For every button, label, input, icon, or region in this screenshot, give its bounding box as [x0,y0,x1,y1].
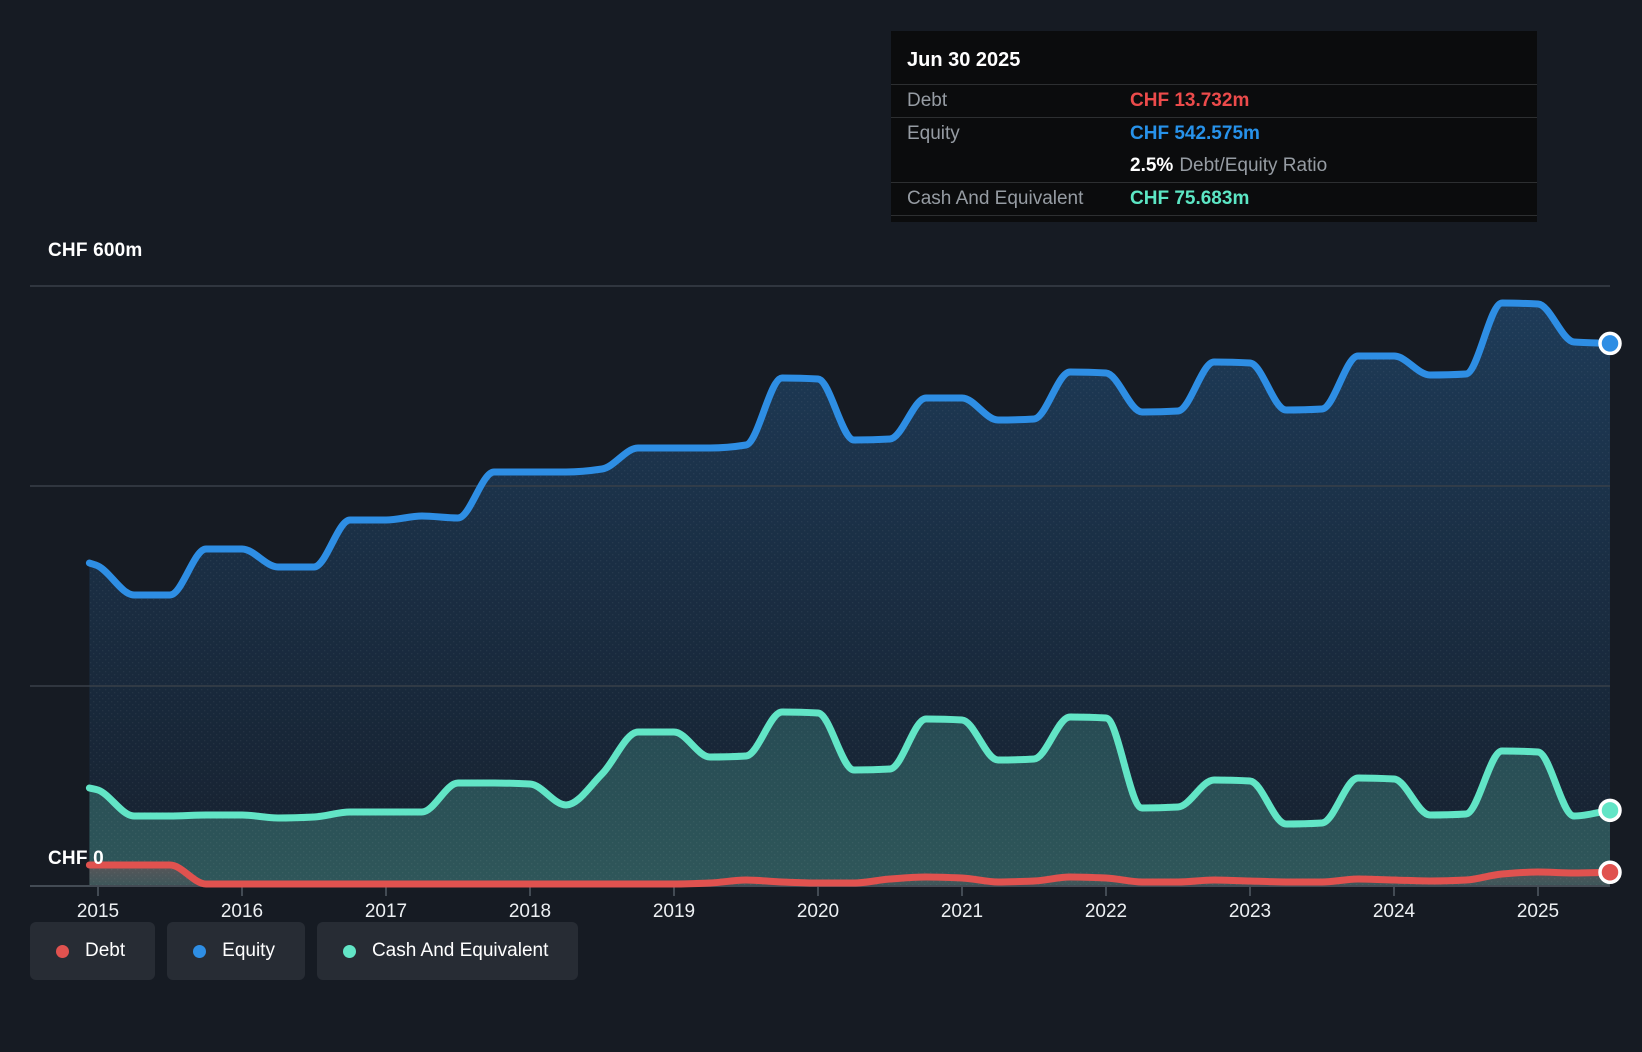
legend-equity-label: Equity [222,940,275,961]
x-tick-label-2017: 2017 [365,901,407,922]
legend-cash-label: Cash And Equivalent [371,940,549,961]
x-tick-label-2022: 2022 [1085,901,1127,922]
cash-line [85,708,1614,828]
tooltip-row-cash: Cash And Equivalent CHF 75.683m [891,183,1537,216]
cash-color-dot-icon [342,944,356,958]
legend-item-debt[interactable]: Debt [30,922,156,980]
chart-legend: Debt Equity Cash And Equivalent [30,922,579,980]
tooltip-cash-label: Cash And Equivalent [907,188,1084,209]
tooltip-debt-value: CHF 13.732m [1130,90,1250,111]
tooltip-row-debt: Debt CHF 13.732m [891,85,1537,118]
x-tick-label-2023: 2023 [1229,901,1271,922]
legend-item-cash[interactable]: Cash And Equivalent [316,922,579,980]
legend-item-equity[interactable]: Equity [167,922,305,980]
x-tick-label-2024: 2024 [1373,901,1416,922]
y-axis-label-600m: CHF 600m [48,240,143,261]
legend-debt-label: Debt [85,940,126,961]
debt-last-point-marker[interactable] [1598,860,1622,885]
debt-line [85,861,1614,888]
chart-tooltip: Jun 30 2025 Debt CHF 13.732m Equity CHF … [891,31,1537,222]
tooltip-debt-label: Debt [907,90,948,111]
area-chart-plot[interactable]: 2015 2016 2017 2018 2019 2020 2021 2022 2023 2024… [0,230,1642,930]
equity-last-point-marker[interactable] [1598,331,1622,356]
tooltip-ratio-label: Debt/Equity Ratio [1179,155,1328,176]
x-tick-label-2015: 2015 [77,901,119,922]
y-axis-label-0: CHF 0 [48,848,104,869]
tooltip-equity-label: Equity [907,123,960,144]
cash-last-point-marker[interactable] [1598,798,1622,823]
x-tick-label-2021: 2021 [941,901,983,922]
tooltip-ratio-value: 2.5% [1130,155,1174,176]
x-tick-label-2018: 2018 [509,901,551,922]
x-tick-label-2016: 2016 [221,901,263,922]
tooltip-cash-value: CHF 75.683m [1130,188,1250,209]
equity-color-dot-icon [193,944,207,958]
x-tick-label-2025: 2025 [1517,901,1559,922]
tooltip-date: Jun 30 2025 [891,43,1537,85]
equity-line [85,299,1614,599]
tooltip-row-equity: Equity CHF 542.575m [891,118,1537,150]
tooltip-row-ratio: 2.5% Debt/Equity Ratio [891,150,1537,183]
x-tick-label-2020: 2020 [797,901,839,922]
x-tick-label-2019: 2019 [653,901,695,922]
tooltip-equity-value: CHF 542.575m [1130,123,1260,144]
debt-color-dot-icon [56,944,69,958]
